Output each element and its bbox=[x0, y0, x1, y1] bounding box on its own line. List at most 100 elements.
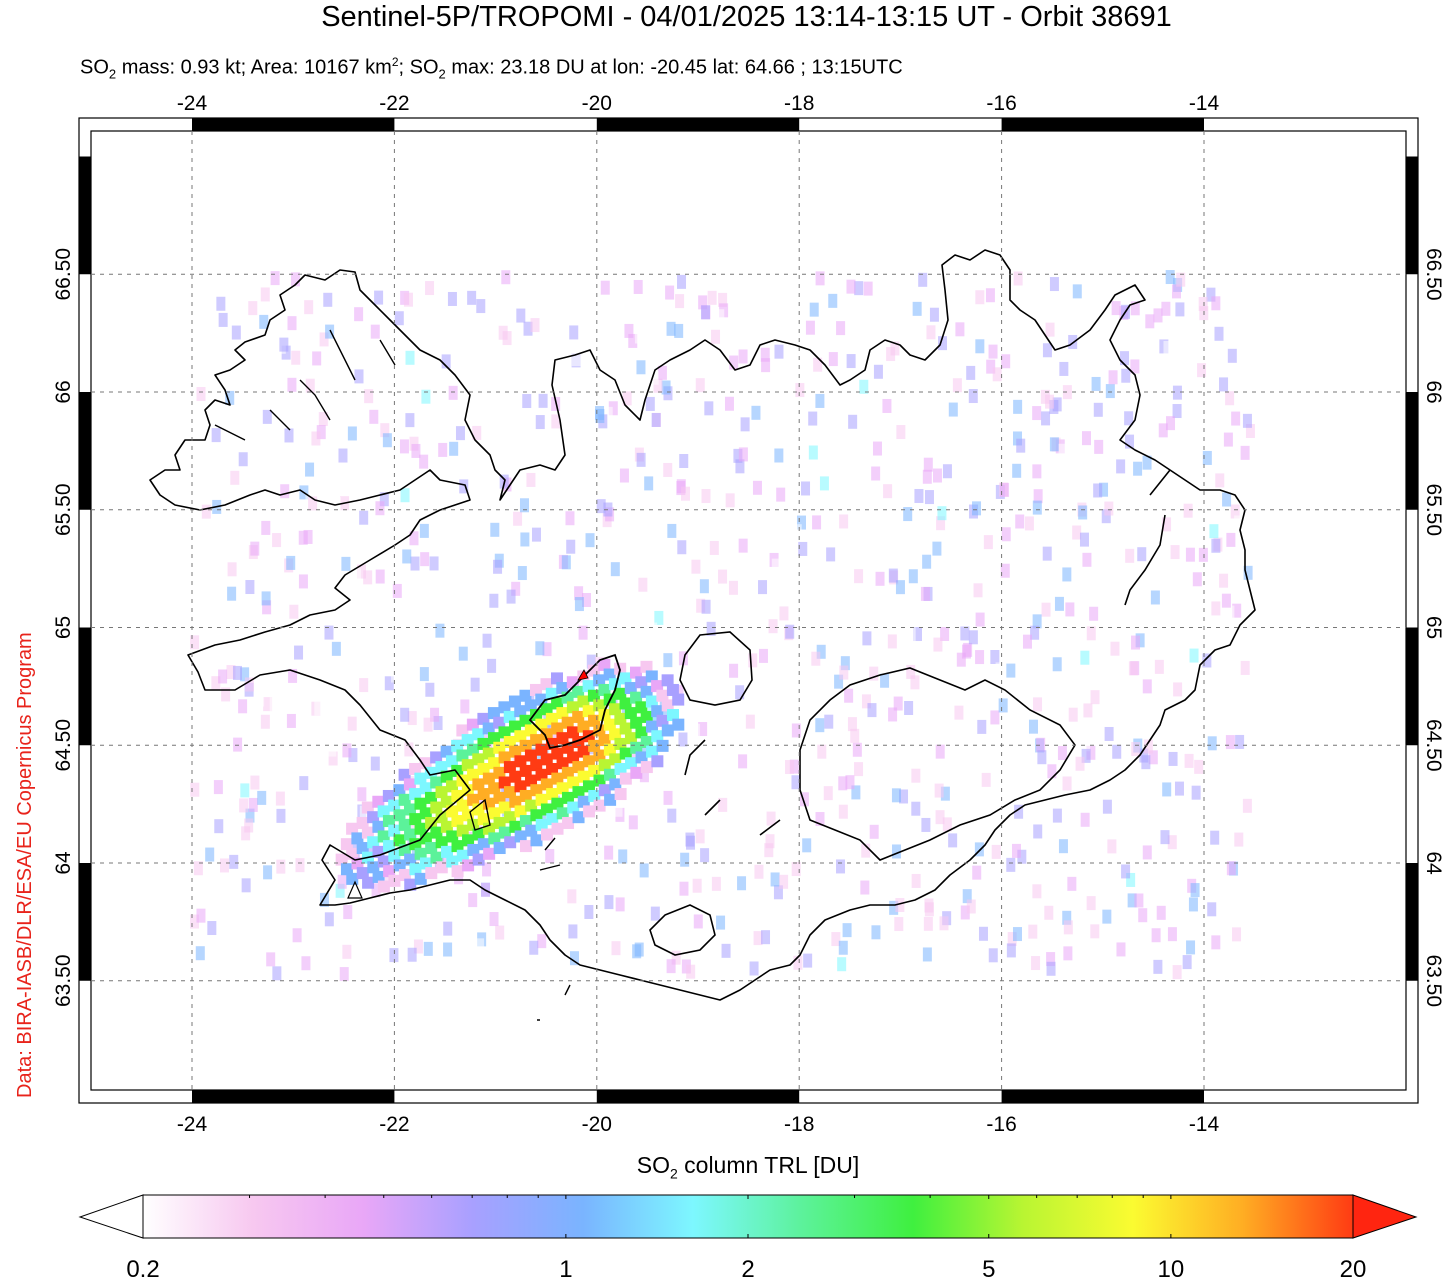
so2-pixel bbox=[1153, 959, 1163, 974]
so2-pixel bbox=[654, 610, 664, 625]
so2-pixel bbox=[482, 633, 492, 648]
so2-pixel bbox=[308, 496, 318, 511]
so2-pixel bbox=[388, 824, 401, 837]
so2-pixel bbox=[939, 916, 949, 931]
so2-pixel bbox=[1231, 411, 1241, 426]
so2-pixel bbox=[1186, 940, 1196, 955]
so2-pixel bbox=[1042, 546, 1052, 561]
so2-pixel bbox=[462, 859, 475, 872]
so2-pixel bbox=[262, 600, 272, 615]
so2-pixel bbox=[577, 795, 590, 808]
so2-pixel bbox=[773, 885, 783, 900]
lon-label-top: -24 bbox=[177, 92, 208, 115]
so2-pixel bbox=[1045, 394, 1055, 409]
so2-pixel bbox=[1219, 573, 1229, 588]
so2-pixel bbox=[640, 761, 653, 774]
so2-pixel bbox=[377, 880, 390, 893]
so2-pixel bbox=[745, 714, 755, 729]
so2-pixel bbox=[1046, 961, 1056, 976]
so2-pixel bbox=[680, 852, 690, 867]
so2-pixel bbox=[661, 380, 671, 395]
so2-pixel bbox=[1121, 864, 1131, 879]
so2-pixel bbox=[644, 476, 654, 491]
so2-pixel bbox=[634, 329, 644, 344]
so2-pixel bbox=[1075, 756, 1085, 771]
so2-pixel bbox=[1225, 391, 1235, 406]
so2-pixel bbox=[983, 535, 993, 550]
so2-pixel bbox=[973, 583, 983, 598]
so2-pixel bbox=[645, 670, 658, 683]
so2-pixel bbox=[614, 788, 627, 801]
so2-pixel bbox=[201, 747, 211, 762]
so2-pixel bbox=[1037, 750, 1047, 765]
so2-pixel bbox=[498, 701, 511, 714]
so2-pixel bbox=[1235, 734, 1245, 749]
so2-pixel bbox=[435, 786, 448, 799]
so2-pixel bbox=[535, 641, 545, 656]
so2-pixel bbox=[359, 678, 369, 693]
so2-pixel bbox=[869, 666, 879, 681]
so2-pixel bbox=[614, 737, 627, 750]
so2-pixel bbox=[1104, 726, 1114, 741]
so2-pixel bbox=[922, 947, 932, 962]
so2-pixel bbox=[315, 612, 325, 627]
so2-pixel bbox=[1176, 272, 1186, 287]
so2-pixel bbox=[738, 538, 748, 553]
so2-pixel bbox=[681, 486, 691, 501]
so2-pixel bbox=[312, 351, 322, 366]
so2-pixel bbox=[561, 716, 574, 729]
so2-pixel bbox=[371, 883, 381, 898]
so2-pixel bbox=[1041, 411, 1051, 426]
so2-pixel bbox=[1083, 703, 1093, 718]
so2-pixel bbox=[394, 275, 404, 290]
so2-pixel bbox=[467, 793, 480, 806]
so2-pixel bbox=[391, 668, 401, 683]
lat-label-right: 66.50 bbox=[1422, 248, 1443, 301]
left-scale-bar bbox=[79, 627, 91, 746]
so2-pixel bbox=[656, 689, 669, 702]
so2-pixel bbox=[854, 569, 864, 584]
so2-pixel bbox=[257, 790, 267, 805]
so2-pixel bbox=[757, 595, 767, 610]
so2-pixel bbox=[229, 854, 239, 869]
so2-pixel bbox=[322, 306, 332, 321]
so2-pixel bbox=[1138, 908, 1148, 923]
so2-pixel bbox=[614, 712, 627, 725]
so2-pixel bbox=[456, 849, 469, 862]
so2-pixel bbox=[1219, 377, 1229, 392]
so2-pixel bbox=[582, 755, 595, 768]
so2-pixel bbox=[1125, 434, 1135, 449]
so2-pixel bbox=[477, 737, 490, 750]
so2-pixel bbox=[1124, 411, 1134, 426]
so2-pixel bbox=[990, 710, 1000, 725]
so2-pixel bbox=[701, 599, 711, 614]
so2-pixel bbox=[375, 569, 385, 584]
axis-labels: -24 -24 -22 -22 -20 -20 -18 -18 -16 -16 -14 -14 63.5… bbox=[52, 92, 1443, 1136]
so2-pixel bbox=[370, 324, 380, 339]
so2-pixel bbox=[753, 931, 763, 946]
so2-pixel bbox=[815, 812, 825, 827]
so2-pixel bbox=[751, 405, 761, 420]
so2-pixel bbox=[556, 782, 569, 795]
so2-pixel bbox=[430, 801, 443, 814]
so2-pixel bbox=[635, 701, 648, 714]
so2-pixel bbox=[1058, 839, 1068, 854]
so2-pixel bbox=[977, 719, 987, 734]
so2-pixel bbox=[398, 818, 411, 831]
so2-pixel bbox=[450, 728, 460, 743]
so2-pixel bbox=[891, 788, 901, 803]
so2-pixel bbox=[635, 726, 648, 739]
so2-pixel bbox=[572, 685, 585, 698]
so2-pixel bbox=[667, 523, 677, 538]
so2-pixel bbox=[250, 775, 260, 790]
so2-pixel bbox=[988, 344, 998, 359]
so2-pixel bbox=[551, 772, 564, 785]
so2-pixel bbox=[1232, 603, 1242, 618]
so2-pixel bbox=[1090, 924, 1100, 939]
so2-pixel bbox=[364, 389, 374, 404]
so2-pixel bbox=[888, 568, 898, 583]
so2-pixel bbox=[975, 339, 985, 354]
so2-pixel bbox=[377, 855, 390, 868]
so2-pixel bbox=[207, 921, 217, 936]
so2-pixel bbox=[815, 393, 825, 408]
